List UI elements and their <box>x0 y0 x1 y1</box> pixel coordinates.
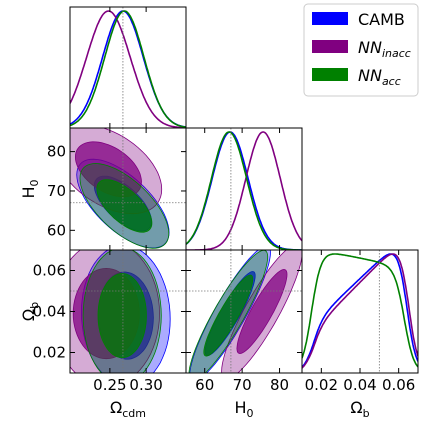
y-axis-label-H0-sub: 0 <box>28 179 41 186</box>
x-tick-label: 80 <box>270 376 289 394</box>
y-tick-label: 60 <box>47 221 66 239</box>
y-tick-label: 0.02 <box>33 344 66 362</box>
x-tick-label: 0.06 <box>382 376 415 394</box>
legend-swatch <box>312 68 348 81</box>
x-axis-label-omega_cdm-base: Ω <box>110 398 122 417</box>
panel-omega_b-vs-H0: 60 70 80 <box>185 249 303 394</box>
contour-68-nn-acc <box>96 179 153 233</box>
panel-omega_b-vs-omega_b: 0.02 0.04 0.06 <box>301 249 419 394</box>
marginal-nn-acc-H0 <box>186 131 302 250</box>
marginal-nn-acc-omega_cdm <box>70 10 186 128</box>
x-tick-label: 0.30 <box>129 376 162 394</box>
legend: CAMB NNinacc NNacc <box>303 3 419 97</box>
y-axis-label-H0: H0 <box>19 179 41 198</box>
x-axis-label-H0: H0 <box>234 398 253 420</box>
x-axis-label-omega_cdm-sub: cdm <box>122 407 146 420</box>
x-axis-label-omega_cdm: Ωcdm <box>110 398 146 420</box>
x-tick-label: 0.02 <box>305 376 338 394</box>
x-axis-label-H0-base: H <box>234 398 246 417</box>
y-tick-label: 70 <box>47 182 66 200</box>
x-tick-label: 0.25 <box>93 376 126 394</box>
panel-H0-vs-omega_cdm: 60 70 80 <box>47 127 187 251</box>
y-tick-label: 0.04 <box>33 303 66 321</box>
y-axis-label-H0-base: H <box>19 186 38 198</box>
legend-entry: NNacc <box>358 66 401 88</box>
panel-omega_cdm-vs-omega_cdm <box>69 6 187 129</box>
x-tick-label: 0.04 <box>343 376 376 394</box>
x-tick-label: 60 <box>195 376 214 394</box>
contour-68-nn-acc <box>203 274 254 357</box>
x-axis-label-omega_b: Ωb <box>350 398 369 420</box>
panel-H0-vs-H0 <box>185 127 303 251</box>
marginal-nn-acc-omega_b <box>302 253 418 368</box>
legend-entry: NNinacc <box>358 38 411 60</box>
x-axis-label-omega_b-sub: b <box>363 407 370 420</box>
y-axis-label-omega_b-sub: b <box>28 302 41 309</box>
marginal-camb-H0 <box>186 131 302 250</box>
y-axis-label-omega_b-base: Ω <box>19 309 38 321</box>
y-tick-label: 0.06 <box>33 262 66 280</box>
y-tick-label: 80 <box>47 143 66 161</box>
legend-entry: CAMB <box>358 10 405 29</box>
y-axis-label-omega_b: Ωb <box>19 302 41 321</box>
x-axis-label-H0-sub: 0 <box>247 407 254 420</box>
marginal-nn-inacc-omega_b <box>302 253 418 369</box>
legend-swatch <box>312 12 348 25</box>
x-axis-label-omega_b-base: Ω <box>350 398 362 417</box>
marginal-camb-omega_b <box>302 253 418 368</box>
x-tick-label: 70 <box>233 376 252 394</box>
marginal-nn-inacc-H0 <box>186 131 302 250</box>
marginal-nn-inacc-omega_cdm <box>70 10 186 128</box>
contour-68-nn-acc <box>97 273 147 359</box>
contour-68-nn-inacc <box>236 268 288 355</box>
legend-swatch <box>312 40 348 53</box>
panel-omega_b-vs-omega_cdm: 0.25 0.30 0.02 0.04 0.06 <box>33 249 187 394</box>
